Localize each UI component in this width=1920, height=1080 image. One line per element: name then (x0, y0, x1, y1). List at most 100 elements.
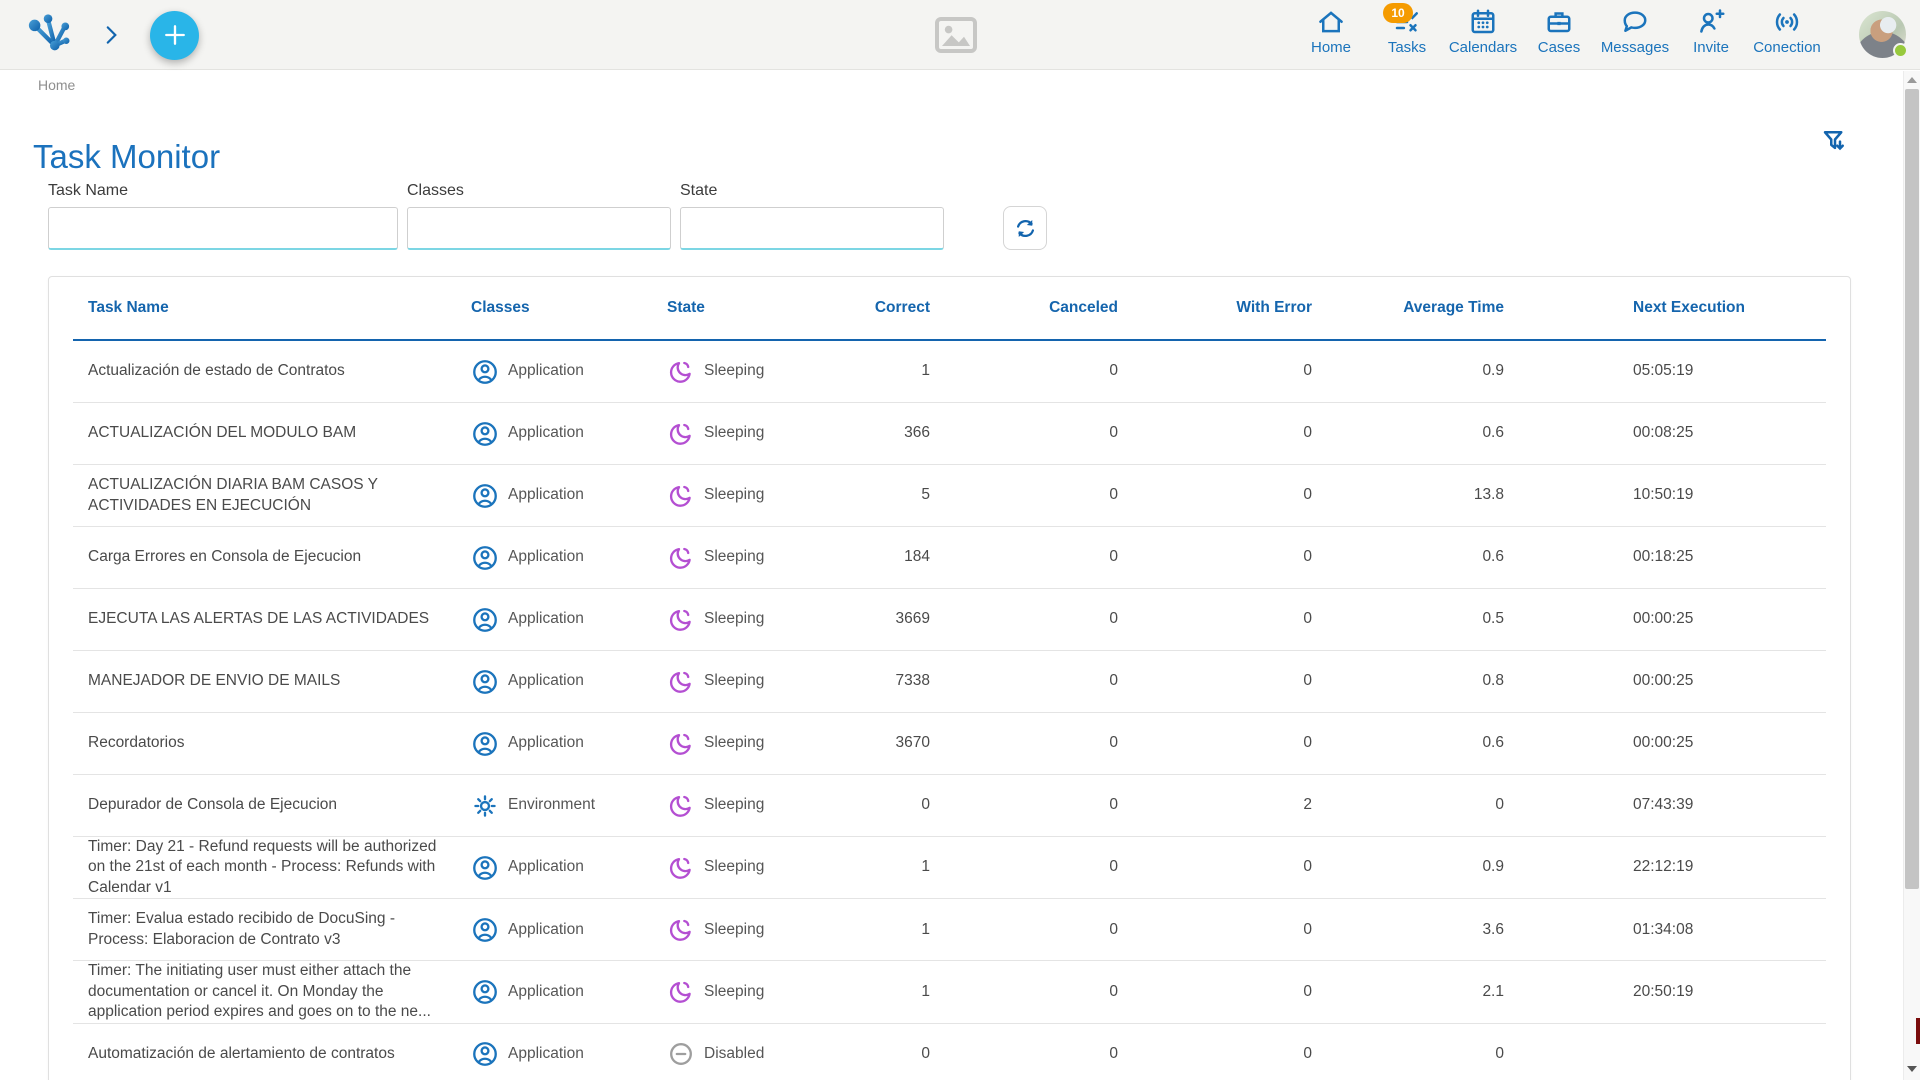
task-state: Sleeping (667, 358, 855, 386)
table-row[interactable]: ACTUALIZACIÓN DEL MODULO BAM Application S… (73, 403, 1826, 465)
task-name: MANEJADOR DE ENVIO DE MAILS (88, 672, 341, 690)
nav-item-label: Calendars (1448, 39, 1518, 56)
table-row[interactable]: Carga Errores en Consola de Ejecucion App… (73, 527, 1826, 589)
class-label: Application (508, 858, 584, 876)
average-time: 2.1 (1482, 982, 1504, 1000)
filter-field-task-name: Task Name (48, 182, 398, 250)
correct-count: 1 (921, 362, 930, 380)
avatar[interactable] (1859, 11, 1908, 58)
average-time: 0.6 (1482, 548, 1504, 566)
application-icon (473, 421, 497, 446)
sleeping-icon (669, 733, 691, 755)
class-label: Application (508, 362, 584, 380)
correct-count: 1 (921, 858, 930, 876)
task-name: ACTUALIZACIÓN DIARIA BAM CASOS Y ACTIVID… (88, 476, 378, 514)
class-label: Application (508, 424, 584, 442)
task-class: Application (471, 482, 667, 510)
main-nav: Home 10 Tasks Calendars Cases Messages Invite C… (1293, 3, 1825, 56)
state-label: Sleeping (704, 610, 765, 628)
nav-item-label: Invite (1693, 39, 1729, 56)
table-row[interactable]: Actualización de estado de Contratos Appl… (73, 341, 1826, 403)
correct-count: 3670 (895, 734, 930, 752)
scrollbar-up-arrow-icon[interactable] (1907, 77, 1917, 83)
scrollbar-thumb[interactable] (1905, 89, 1919, 889)
task-class: Application (471, 544, 667, 572)
task-state: Sleeping (667, 606, 855, 634)
task-name: Automatización de alertamiento de contra… (88, 1044, 395, 1062)
correct-count: 184 (904, 548, 930, 566)
table-row[interactable]: Depurador de Consola de Ejecucion Environ… (73, 775, 1826, 837)
table-row[interactable]: Timer: Day 21 - Refund requests will be … (73, 837, 1826, 900)
average-time: 0 (1495, 796, 1504, 814)
table-row[interactable]: Recordatorios Application Sleeping 3670 0 0 0.… (73, 713, 1826, 775)
nav-item-tasks[interactable]: 10 Tasks (1369, 3, 1445, 56)
task-class: Application (471, 730, 667, 758)
table-row[interactable]: Timer: Evalua estado recibido de DocuSin… (73, 899, 1826, 962)
canceled-count: 0 (1109, 486, 1118, 504)
gear-icon (474, 794, 496, 817)
filter-label-classes: Classes (407, 182, 464, 199)
vertical-scrollbar[interactable] (1903, 71, 1920, 1080)
application-icon (473, 545, 497, 570)
canceled-count: 0 (1109, 734, 1118, 752)
nav-item-cases[interactable]: Cases (1521, 7, 1597, 56)
application-icon (473, 359, 497, 384)
breadcrumb-home[interactable]: Home (38, 77, 76, 93)
with-error-count: 2 (1303, 796, 1312, 814)
column-header-with-error: With Error (1236, 298, 1312, 316)
average-time: 0.6 (1482, 734, 1504, 752)
task-table: Task Name Classes State Correct Canceled With… (48, 276, 1851, 1080)
table-row[interactable]: ACTUALIZACIÓN DIARIA BAM CASOS Y ACTIVID… (73, 465, 1826, 527)
with-error-count: 0 (1303, 734, 1312, 752)
table-row[interactable]: Automatización de alertamiento de contra… (73, 1024, 1826, 1080)
canceled-count: 0 (1109, 1044, 1118, 1062)
class-label: Application (508, 1044, 584, 1062)
filter-field-classes: Classes (407, 182, 671, 250)
task-state: Sleeping (667, 916, 855, 944)
scrollbar-down-arrow-icon[interactable] (1907, 1066, 1917, 1072)
nav-item-invite[interactable]: Invite (1673, 7, 1749, 56)
column-header-canceled: Canceled (1049, 298, 1118, 316)
page-title: Task Monitor (33, 138, 221, 175)
app-logo[interactable] (26, 12, 72, 58)
state-label: Sleeping (704, 362, 765, 380)
next-execution: 20:50:19 (1633, 982, 1694, 1000)
nav-item-calendars[interactable]: Calendars (1445, 7, 1521, 56)
task-name: Timer: Day 21 - Refund requests will be … (88, 838, 437, 896)
application-icon (473, 1042, 497, 1067)
topbar: Home 10 Tasks Calendars Cases Messages Invite C… (0, 0, 1920, 70)
refresh-button[interactable] (1003, 206, 1047, 250)
add-new-button[interactable] (150, 10, 199, 60)
table-header-row: Task Name Classes State Correct Canceled With… (73, 277, 1826, 341)
task-class: Application (471, 854, 667, 882)
task-state: Disabled (667, 1040, 855, 1068)
filter-input-classes[interactable] (407, 207, 671, 250)
nav-item-messages[interactable]: Messages (1597, 7, 1673, 56)
class-label: Application (508, 672, 584, 690)
filter-input-task-name[interactable] (48, 207, 398, 250)
column-header-classes: Classes (471, 298, 530, 316)
column-header-task-name: Task Name (88, 298, 169, 316)
tasks-count-badge: 10 (1383, 3, 1413, 23)
table-row[interactable]: MANEJADOR DE ENVIO DE MAILS Application Sl… (73, 651, 1826, 713)
filter-input-state[interactable] (680, 207, 944, 250)
task-name: Actualización de estado de Contratos (88, 362, 345, 380)
correct-count: 366 (904, 424, 930, 442)
nav-item-conection[interactable]: Conection (1749, 7, 1825, 56)
task-monitor-page: Task Monitor Task Name Classes State Task … (0, 131, 1920, 1080)
filter-download-icon[interactable] (1820, 126, 1850, 156)
class-label: Environment (508, 796, 596, 814)
expand-menu-chevron-icon[interactable] (98, 22, 124, 48)
with-error-count: 0 (1303, 672, 1312, 690)
state-label: Sleeping (704, 858, 765, 876)
sleeping-icon (669, 795, 691, 817)
breadcrumb[interactable]: Home (0, 70, 1920, 100)
table-row[interactable]: EJECUTA LAS ALERTAS DE LAS ACTIVIDADES Ap… (73, 589, 1826, 651)
sleeping-icon (669, 361, 691, 383)
message-icon (1623, 11, 1647, 32)
nav-item-home[interactable]: Home (1293, 7, 1369, 56)
table-row[interactable]: Timer: The initiating user must either a… (73, 961, 1826, 1024)
application-icon (473, 731, 497, 756)
state-label: Sleeping (704, 424, 765, 442)
correct-count: 1 (921, 920, 930, 938)
